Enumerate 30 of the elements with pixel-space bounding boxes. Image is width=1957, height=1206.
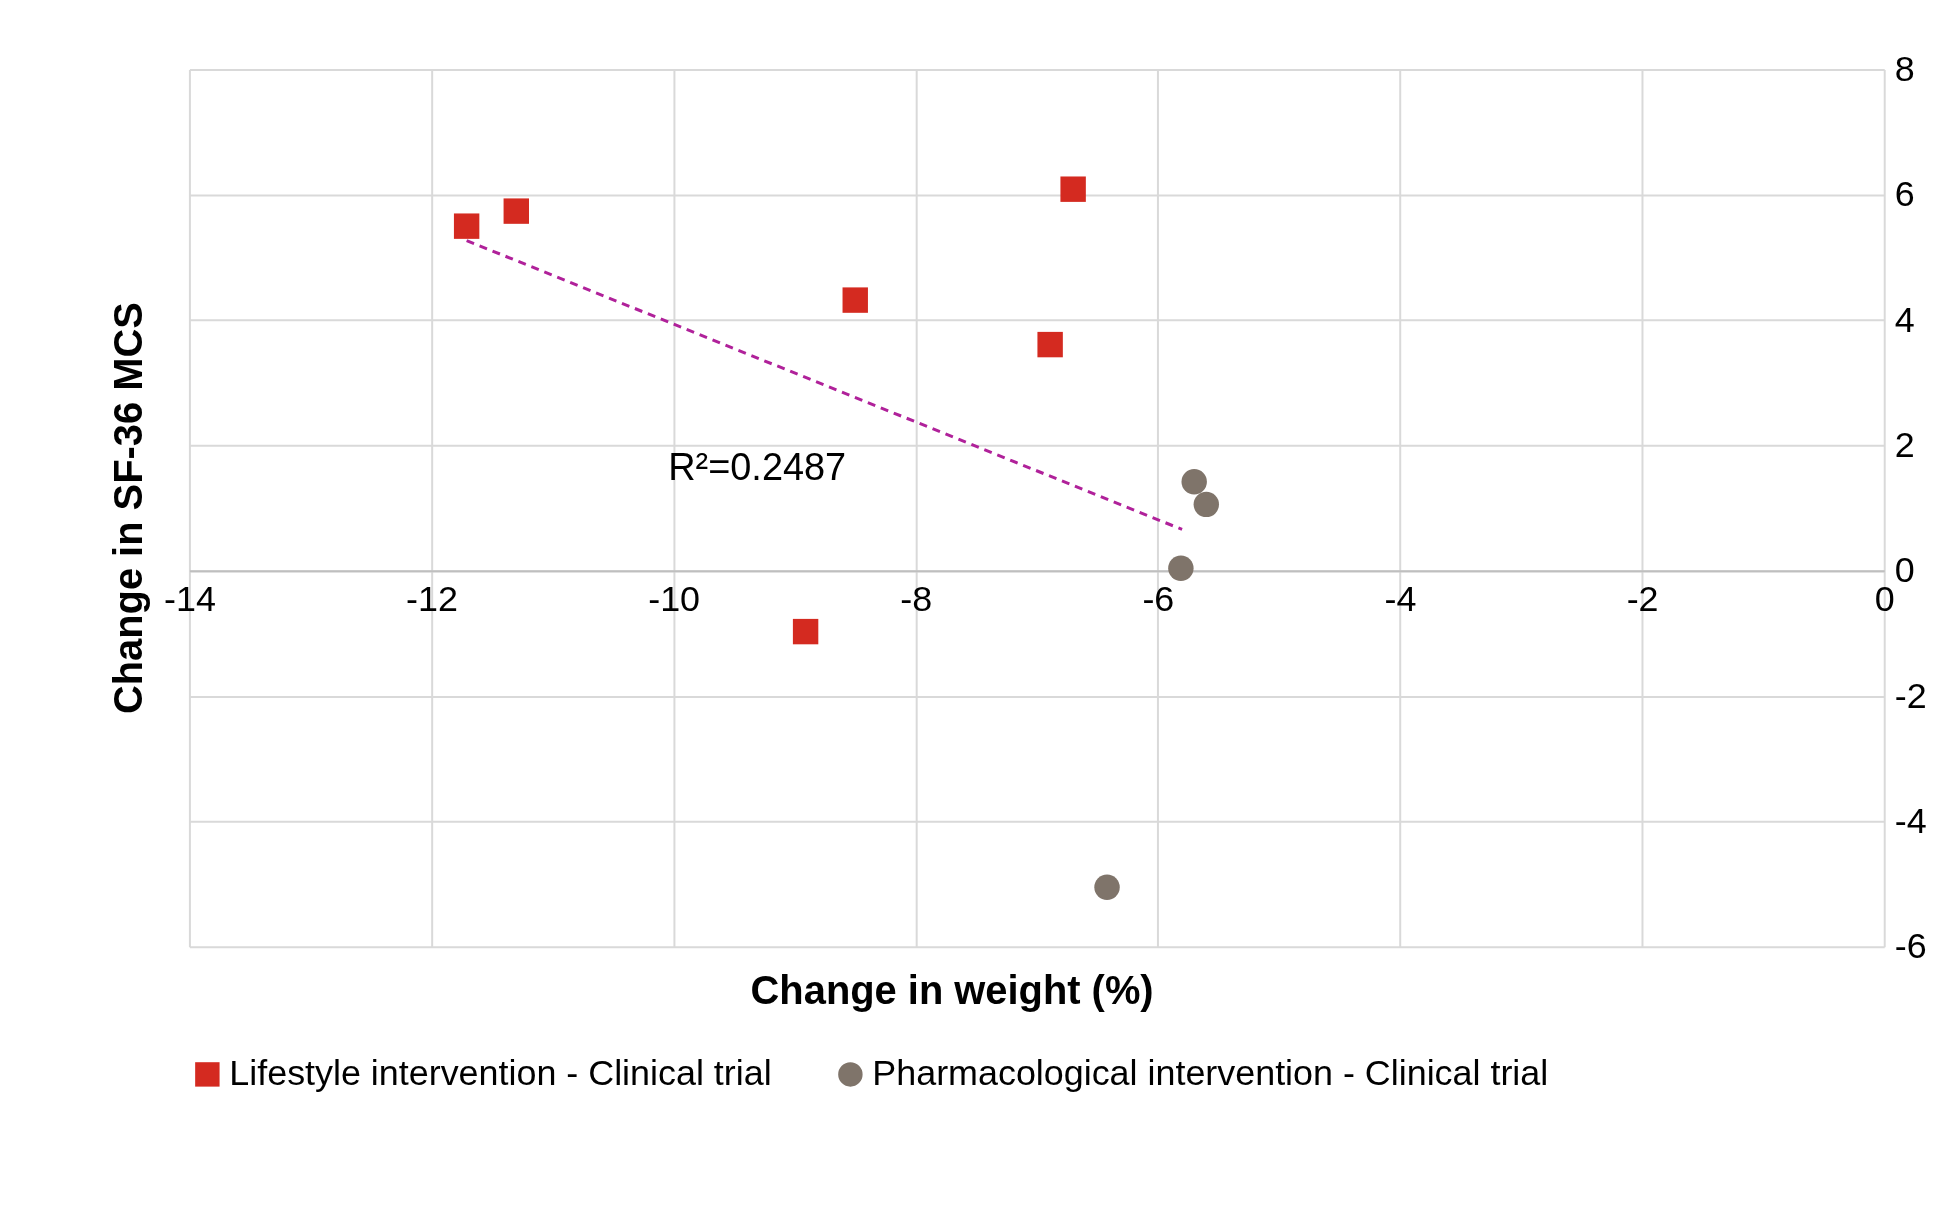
y-tick-label: 8: [1894, 48, 1915, 89]
x-tick-label: -8: [900, 579, 933, 620]
point: [1037, 331, 1063, 358]
x-tick-label: -4: [1384, 579, 1417, 620]
y-tick-label: 6: [1894, 174, 1915, 215]
legend-label: Lifestyle intervention - Clinical trial: [229, 1053, 772, 1094]
y-tick-label: -4: [1894, 800, 1927, 841]
x-tick-label: -14: [163, 579, 216, 620]
point: [1060, 176, 1086, 202]
legend-label: Pharmacological intervention - Clinical trial: [872, 1053, 1549, 1094]
point: [1168, 555, 1194, 581]
y-tick-label: 4: [1894, 299, 1915, 340]
annotation: R²=0.2487: [668, 445, 847, 488]
text: Change in SF-36 MCS: [105, 302, 150, 715]
x-tick-label: -10: [648, 579, 701, 620]
x-tick-label: -12: [406, 579, 458, 620]
point: [1181, 469, 1207, 495]
x-axis-title: Change in weight (%): [750, 967, 1154, 1012]
y-tick-label: 2: [1894, 424, 1915, 465]
y-tick-label: 0: [1894, 550, 1915, 591]
point: [792, 618, 819, 645]
x-tick-label: -2: [1626, 579, 1659, 620]
y-tick-label: -2: [1894, 675, 1927, 716]
point: [503, 198, 529, 224]
x-tick-label: -6: [1142, 579, 1175, 620]
point: [1193, 491, 1220, 518]
point: [453, 213, 480, 239]
y-tick-label: -6: [1894, 926, 1927, 967]
point: [1094, 874, 1120, 900]
point: [842, 287, 868, 313]
